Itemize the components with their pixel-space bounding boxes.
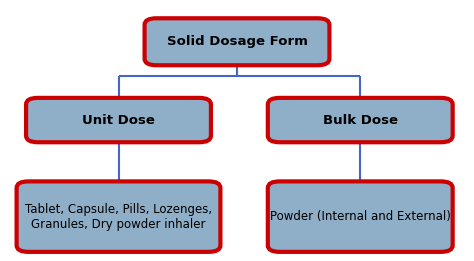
FancyBboxPatch shape	[26, 98, 211, 142]
FancyBboxPatch shape	[268, 181, 453, 252]
Text: Powder (Internal and External): Powder (Internal and External)	[270, 210, 451, 223]
Text: Bulk Dose: Bulk Dose	[323, 114, 398, 127]
Text: Tablet, Capsule, Pills, Lozenges,
Granules, Dry powder inhaler: Tablet, Capsule, Pills, Lozenges, Granul…	[25, 203, 212, 231]
FancyBboxPatch shape	[268, 98, 453, 142]
Text: Unit Dose: Unit Dose	[82, 114, 155, 127]
FancyBboxPatch shape	[145, 18, 329, 65]
Text: Solid Dosage Form: Solid Dosage Form	[166, 35, 308, 48]
FancyBboxPatch shape	[17, 181, 220, 252]
